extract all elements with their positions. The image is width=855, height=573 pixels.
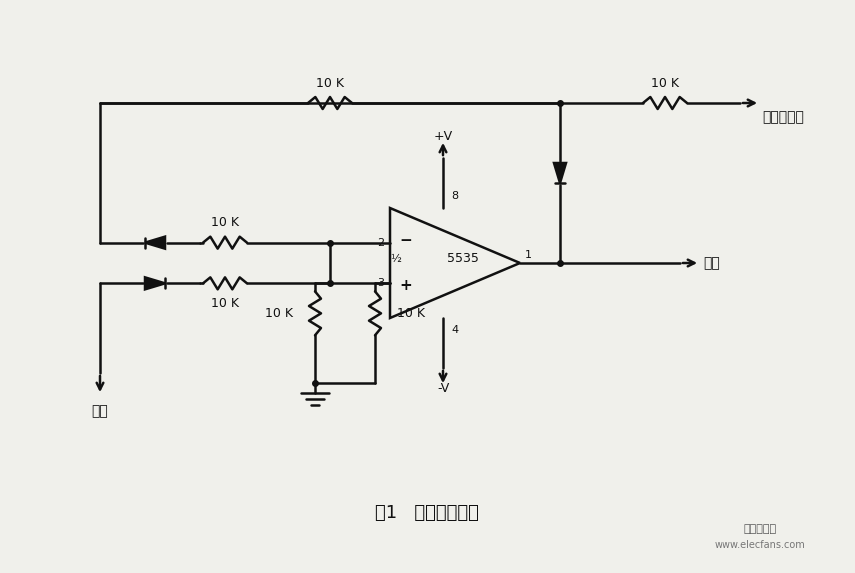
Text: 10 K: 10 K [651,77,679,90]
Text: 2: 2 [377,238,384,248]
Text: 电子爱好者: 电子爱好者 [744,524,776,534]
Text: 负极性电压: 负极性电压 [762,110,804,124]
Text: 8: 8 [451,191,458,201]
Text: +: + [399,278,412,293]
Polygon shape [145,237,165,249]
Text: 10 K: 10 K [211,297,239,311]
Text: 10 K: 10 K [316,77,344,90]
Text: 输出: 输出 [703,256,720,270]
Text: -V: -V [437,383,449,395]
Text: 输入: 输入 [91,404,109,418]
Text: 4: 4 [451,325,458,335]
Text: 10 K: 10 K [211,215,239,229]
Text: 图1   绝对值放大器: 图1 绝对值放大器 [375,504,479,522]
Text: −: − [399,233,412,248]
Text: www.elecfans.com: www.elecfans.com [715,540,805,550]
Polygon shape [554,163,566,183]
Text: 3: 3 [377,278,384,288]
Text: 10 K: 10 K [265,307,293,320]
Text: 10 K: 10 K [397,307,425,320]
Text: 5535: 5535 [447,253,479,265]
Polygon shape [145,277,165,289]
Text: 1: 1 [525,250,532,260]
Text: +V: +V [433,131,452,143]
Text: ½: ½ [391,254,402,264]
